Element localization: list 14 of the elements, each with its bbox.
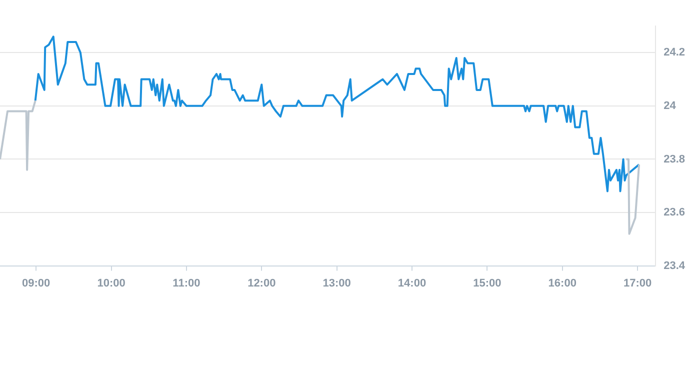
x-tick-label: 12:00: [248, 277, 276, 290]
y-tick-label: 23.6: [664, 206, 686, 219]
y-tick-label: 24: [664, 100, 677, 112]
x-tick-label: 09:00: [22, 277, 50, 290]
y-tick-label: 23.8: [664, 153, 686, 166]
x-tick-label: 17:00: [623, 277, 652, 290]
x-tick-label: 10:00: [97, 277, 126, 290]
x-tick-label: 14:00: [398, 277, 426, 290]
x-tick-label: 13:00: [322, 277, 351, 290]
x-tick-label: 15:00: [473, 277, 502, 290]
y-tick-label: 24.2: [664, 46, 686, 59]
x-tick-label: 16:00: [548, 277, 576, 290]
y-tick-label: 23.4: [664, 260, 686, 272]
x-tick-label: 11:00: [172, 277, 200, 290]
